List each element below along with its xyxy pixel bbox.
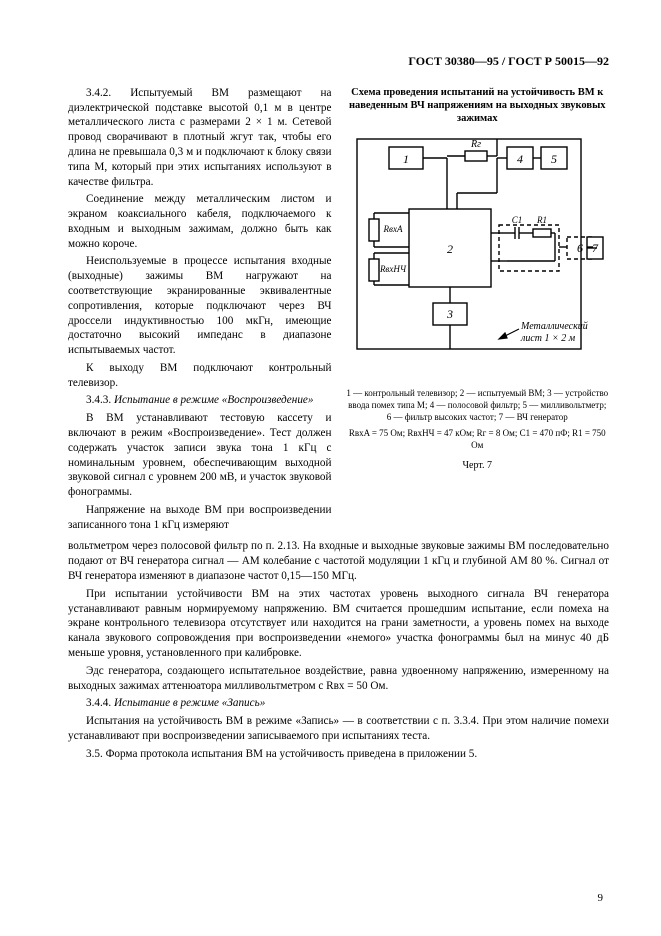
label-rvxnch: RвхНЧ (379, 264, 407, 274)
para-3-4-2: 3.4.2. Испытуемый ВМ размещают на диэлек… (68, 86, 332, 189)
label-block-4: 4 (517, 152, 523, 166)
p343-title: Испытание в режиме «Воспроизведение» (114, 394, 314, 406)
para-3-4-4: 3.4.4. Испытание в режиме «Запись» (68, 696, 609, 711)
para-3-5: 3.5. Форма протокола испытания ВМ на уст… (68, 747, 609, 762)
two-column-layout: 3.4.2. Испытуемый ВМ размещают на диэлек… (68, 86, 609, 536)
para-stability-test: При испытании устойчивости ВМ на этих ча… (68, 587, 609, 661)
diagram-container: 1 Rг 4 5 (346, 133, 610, 381)
para-output-tv: К выходу ВМ подключают контрольный телев… (68, 361, 332, 391)
left-column: 3.4.2. Испытуемый ВМ размещают на диэлек… (68, 86, 332, 536)
document-header: ГОСТ 30380—95 / ГОСТ Р 50015—92 (68, 54, 609, 70)
label-block-2: 2 (447, 242, 453, 256)
metallic-sheet-label-2: лист 1 × 2 м (520, 333, 576, 344)
para-cassette: В ВМ устанавливают тестовую кассету и вк… (68, 411, 332, 500)
p344-title: Испытание в режиме «Запись» (114, 697, 265, 709)
para-unused-terminals: Неиспользуемые в процессе испытания вход… (68, 254, 332, 357)
figure-title: Схема проведения испытаний на устойчивос… (346, 86, 610, 125)
p343-num: 3.4.3. (86, 394, 114, 406)
figure-params: RвхA = 75 Ом; RвхНЧ = 47 кОм; Rг = 8 Ом;… (346, 428, 610, 452)
label-block-3: 3 (446, 307, 453, 321)
page-number: 9 (598, 891, 604, 906)
para-record-test: Испытания на устойчивость ВМ в режиме «З… (68, 714, 609, 744)
page: ГОСТ 30380—95 / ГОСТ Р 50015—92 3.4.2. И… (0, 0, 661, 936)
para-voltage: Напряжение на выходе ВМ при воспроизведе… (68, 503, 332, 533)
label-block-5: 5 (551, 152, 557, 166)
label-r1: R1 (536, 215, 547, 225)
p344-num: 3.4.4. (86, 697, 114, 709)
figure-caption: Черт. 7 (346, 459, 610, 472)
label-block-6: 6 (577, 241, 583, 255)
label-rvxa: RвхА (383, 224, 403, 234)
full-width-text: вольтметром через полосовой фильтр по п.… (68, 539, 609, 761)
para-voltmeter: вольтметром через полосовой фильтр по п.… (68, 539, 609, 583)
para-3-4-3: 3.4.3. Испытание в режиме «Воспроизведен… (68, 393, 332, 408)
label-c1: C1 (512, 215, 523, 225)
schematic-diagram: 1 Rг 4 5 (349, 133, 605, 381)
metallic-sheet-label-1: Металлический (520, 321, 588, 332)
label-rg: Rг (470, 139, 481, 150)
right-column: Схема проведения испытаний на устойчивос… (346, 86, 610, 536)
para-emf: Эдс генератора, создающего испытательное… (68, 664, 609, 694)
label-block-1: 1 (403, 152, 409, 166)
figure-legend: 1 — контрольный телевизор; 2 — испытуемы… (346, 387, 610, 423)
para-connection: Соединение между металлическим листом и … (68, 192, 332, 251)
